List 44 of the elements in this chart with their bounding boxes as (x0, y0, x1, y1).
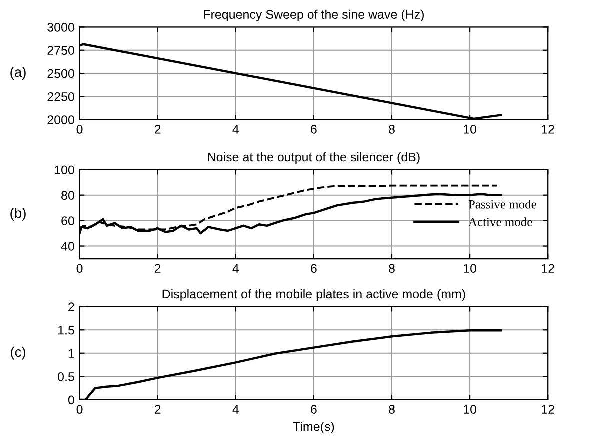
y-tick-label: 2500 (48, 69, 74, 78)
chart-title: Frequency Sweep of the sine wave (Hz) (204, 10, 424, 22)
x-tick-label: 10 (464, 405, 477, 414)
y-tick-label: 100 (55, 166, 74, 175)
y-tick-label: 1 (68, 349, 74, 358)
legend-label: Passive mode (468, 200, 536, 209)
x-tick-label: 0 (76, 264, 83, 274)
x-tick-label: 4 (232, 264, 239, 273)
x-tick-label: 12 (542, 405, 554, 414)
x-tick-label: 0 (76, 405, 83, 414)
y-tick-label: 1.5 (58, 326, 74, 335)
y-tick-label: 2750 (48, 46, 74, 56)
text: (b) (10, 208, 26, 221)
x-tick-label: 0 (76, 125, 83, 134)
x-tick-label: 8 (389, 264, 395, 274)
x-tick-label: 6 (311, 405, 317, 414)
y-tick-label: 2 (68, 302, 74, 312)
y-tick-label: 80 (62, 191, 74, 200)
x-tick-label: 12 (542, 125, 554, 134)
x-tick-label: 4 (232, 405, 239, 414)
x-tick-label: 10 (464, 125, 477, 134)
y-tick-label: 2000 (48, 116, 74, 124)
x-tick-label: 10 (464, 264, 477, 274)
x-tick-label: 6 (311, 125, 317, 134)
y-tick-label: 2250 (48, 92, 74, 102)
y-tick-label: 60 (62, 216, 74, 226)
x-tick-label: 6 (311, 264, 317, 274)
chart-title: Displacement of the mobile plates in active mode (mm) (162, 289, 466, 302)
legend-label: Active mode (468, 218, 532, 226)
y-tick-label: 3000 (48, 23, 74, 32)
x-tick-label: 4 (232, 125, 239, 134)
x-tick-label: 2 (154, 125, 161, 134)
y-tick-label: 0.5 (58, 372, 74, 382)
chart-title: Noise at the output of the silencer (dB) (208, 152, 420, 164)
x-tick-label: 8 (389, 125, 395, 134)
x-axis-title: Time(s) (293, 422, 334, 434)
text: (c) (11, 346, 26, 360)
x-tick-label: 2 (154, 264, 161, 273)
x-tick-label: 12 (542, 264, 554, 273)
x-tick-label: 8 (389, 405, 395, 414)
y-tick-label: 40 (61, 242, 74, 251)
x-tick-label: 2 (154, 405, 161, 414)
text: (a) (10, 67, 26, 80)
y-tick-label: 0 (68, 396, 74, 405)
